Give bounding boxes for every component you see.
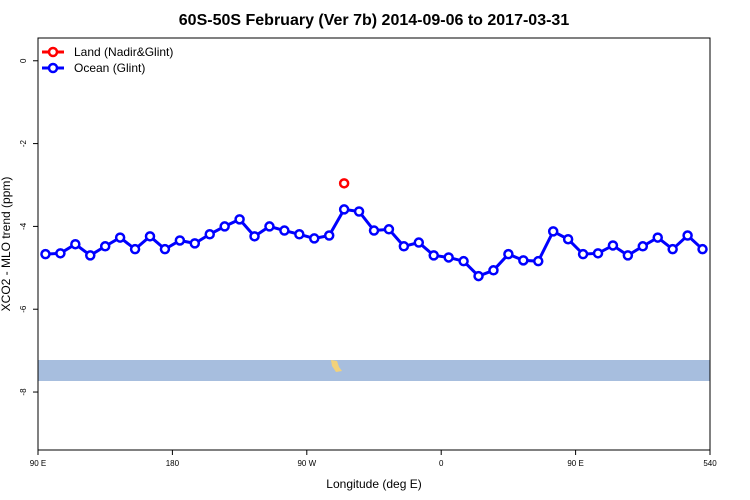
data-point — [309, 233, 320, 244]
data-point — [70, 238, 81, 250]
data-point — [294, 229, 305, 240]
data-point — [682, 230, 693, 241]
data-point — [667, 243, 678, 255]
data-point — [473, 270, 484, 282]
y-tick-label: -6 — [19, 305, 28, 313]
land-patch — [331, 360, 342, 372]
chart-title: 60S-50S February (Ver 7b) 2014-09-06 to … — [179, 12, 570, 29]
data-point — [443, 252, 454, 263]
data-point — [622, 250, 634, 261]
data-point — [338, 178, 350, 189]
x-tick-label: 90 E — [30, 459, 46, 468]
data-point — [204, 229, 215, 240]
x-tick-label: 90 E — [567, 459, 583, 468]
y-tick-label: -8 — [19, 388, 28, 396]
x-axis-label: Longitude (deg E) — [326, 477, 421, 491]
data-point — [518, 255, 529, 266]
x-tick-label: 90 W — [297, 459, 316, 468]
x-tick-label: 540 — [703, 459, 717, 468]
data-point — [398, 241, 410, 252]
data-point — [159, 243, 171, 255]
data-point — [99, 241, 111, 252]
data-point — [129, 243, 141, 255]
x-tick-label: 180 — [166, 459, 180, 468]
data-point — [503, 248, 514, 260]
y-tick-label: -2 — [19, 139, 28, 147]
series-line — [45, 207, 704, 278]
data-point — [338, 204, 350, 215]
data-point — [40, 248, 51, 260]
legend-marker — [47, 46, 59, 58]
plot-frame — [37, 37, 711, 451]
data-point — [234, 214, 245, 225]
data-point — [85, 250, 96, 261]
data-point — [189, 238, 201, 249]
data-point — [219, 221, 230, 232]
data-point — [144, 231, 156, 242]
data-point — [607, 240, 619, 251]
legend-label: Ocean (Glint) — [74, 61, 145, 75]
x-tick-label: 0 — [439, 459, 444, 468]
data-point — [533, 255, 544, 267]
data-point — [458, 255, 469, 267]
data-point — [264, 221, 275, 232]
y-axis-label: XCO2 - MLO trend (ppm) — [0, 177, 13, 312]
data-point — [279, 225, 290, 236]
map-strip — [38, 360, 710, 381]
legend-label: Land (Nadir&Glint) — [74, 45, 173, 59]
data-point — [353, 206, 365, 217]
y-tick-label: 0 — [19, 58, 28, 63]
data-point — [697, 243, 708, 255]
data-point — [413, 237, 425, 248]
data-point — [323, 230, 335, 241]
data-point — [383, 224, 395, 235]
data-point — [428, 250, 439, 261]
data-point — [114, 232, 126, 243]
y-tick-label: -4 — [19, 222, 28, 230]
data-point — [249, 231, 260, 242]
data-point — [637, 241, 649, 252]
data-point — [652, 232, 663, 243]
data-point — [488, 265, 499, 276]
data-point — [547, 226, 559, 237]
data-point — [368, 225, 380, 236]
data-point — [55, 248, 66, 259]
data-point — [592, 248, 604, 259]
data-point — [562, 233, 574, 245]
data-point — [174, 235, 186, 246]
legend-marker — [47, 62, 59, 74]
data-point — [577, 248, 589, 260]
